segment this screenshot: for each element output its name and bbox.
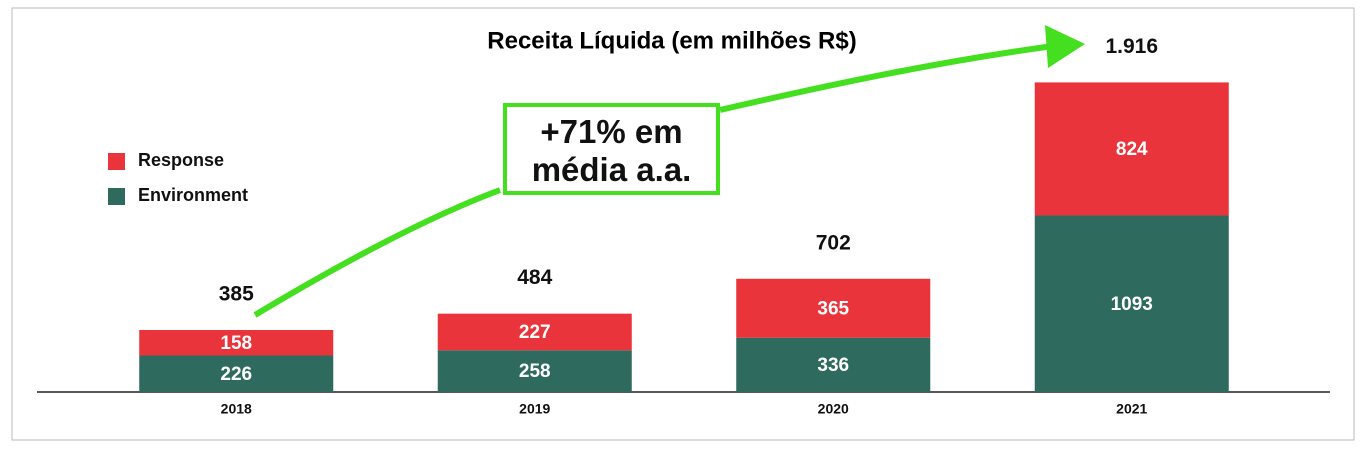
segment-label: 1093 bbox=[1111, 294, 1153, 315]
chart-title: Receita Líquida (em milhões R$) bbox=[487, 27, 856, 54]
legend-swatch bbox=[108, 188, 125, 205]
x-tick-label: 2020 bbox=[818, 401, 849, 417]
x-tick-label: 2021 bbox=[1116, 401, 1147, 417]
x-tick-label: 2018 bbox=[221, 401, 252, 417]
segment-label: 226 bbox=[220, 364, 252, 385]
arrow-head bbox=[1045, 25, 1085, 68]
bar-segment bbox=[1034, 82, 1229, 216]
legend-swatch bbox=[108, 153, 125, 170]
segment-label: 258 bbox=[519, 361, 551, 382]
bar-segment bbox=[736, 278, 931, 338]
arrow bbox=[253, 42, 1061, 318]
total-label: 385 bbox=[219, 283, 254, 306]
segment-label: 365 bbox=[817, 298, 849, 319]
total-label: 702 bbox=[816, 231, 851, 254]
legend-label: Environment bbox=[138, 185, 248, 205]
annotation: +71% em média a.a. bbox=[503, 103, 720, 195]
legend-label: Response bbox=[138, 150, 224, 170]
bar-segment bbox=[437, 313, 632, 351]
total-label: 484 bbox=[517, 266, 552, 289]
total-label: 1.916 bbox=[1105, 35, 1158, 58]
segment-label: 158 bbox=[220, 333, 252, 354]
bar-segment bbox=[437, 350, 632, 392]
bar-segment bbox=[139, 329, 334, 356]
segment-label: 336 bbox=[817, 355, 849, 376]
x-tick-label: 2019 bbox=[519, 401, 550, 417]
segment-label: 824 bbox=[1116, 139, 1148, 160]
segment-label: 227 bbox=[519, 322, 551, 343]
bar-segment bbox=[736, 337, 931, 392]
bar-segment bbox=[1034, 215, 1229, 392]
bar-segment bbox=[139, 355, 334, 392]
